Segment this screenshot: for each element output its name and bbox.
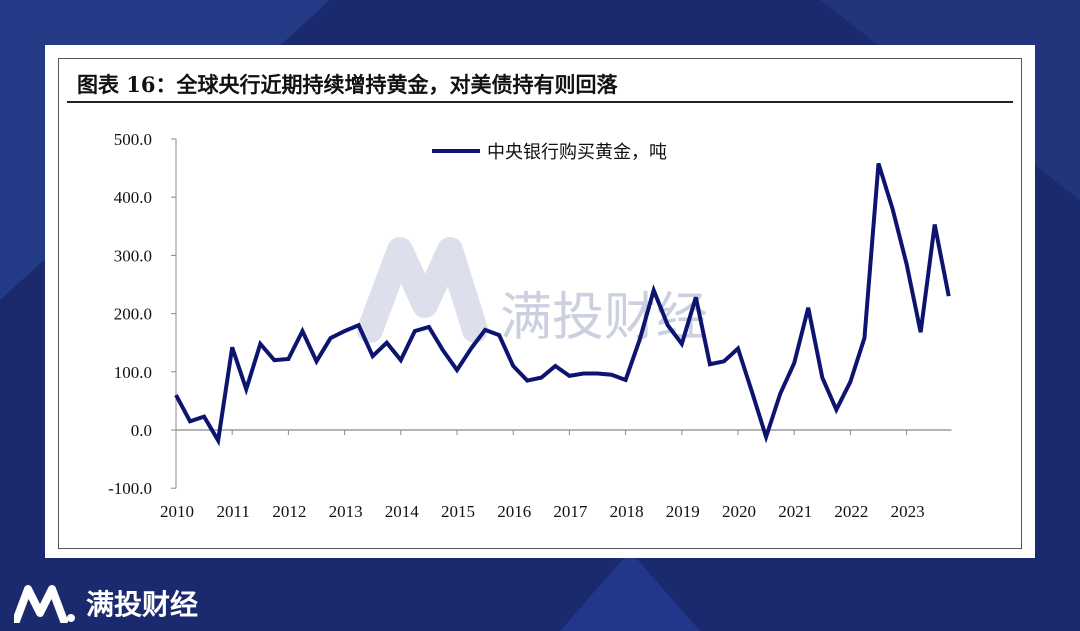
chart-frame: 图表 16：全球央行近期持续增持黄金，对美债持有则回落	[58, 58, 1022, 549]
brand-logo: 满投财经	[14, 583, 198, 623]
y-tick-label: 0.0	[131, 421, 152, 440]
watermark	[357, 237, 488, 343]
title-divider	[67, 101, 1013, 103]
watermark-text: 满投财经	[500, 288, 708, 348]
x-tick-label: 2016	[497, 502, 531, 521]
x-tick-label: 2023	[891, 502, 925, 521]
y-tick-label: 100.0	[114, 363, 152, 382]
y-tick-label: 500.0	[114, 130, 152, 149]
series-line	[174, 162, 951, 447]
x-tick-label: 2022	[834, 502, 868, 521]
x-tick-label: 2010	[160, 502, 194, 521]
x-tick-label: 2017	[553, 502, 588, 521]
y-tick-label: 300.0	[114, 246, 152, 265]
background-decoration	[560, 551, 700, 631]
line-chart: -100.0 0.0 100.0 200.0 300.0 400.0 500.0 2010 20…	[108, 130, 952, 521]
chart-panel: 图表 16：全球央行近期持续增持黄金，对美债持有则回落 -100.0 0.0 100…	[45, 45, 1035, 558]
y-tick-label: 400.0	[114, 188, 152, 207]
x-tick-label: 2011	[217, 502, 250, 521]
x-tick-label: 2013	[329, 502, 363, 521]
x-tick-label: 2018	[610, 502, 644, 521]
x-tick-label: 2014	[385, 502, 420, 521]
x-tick-label: 2012	[272, 502, 306, 521]
y-tick-label: 200.0	[114, 305, 152, 324]
x-tick-label: 2020	[722, 502, 756, 521]
watermark-logo-icon	[357, 237, 488, 343]
brand-logo-icon	[14, 585, 75, 623]
x-tick-label: 2015	[441, 502, 475, 521]
brand-name: 满投财经	[86, 588, 199, 621]
x-tick-label: 2021	[778, 502, 812, 521]
x-tick-label: 2019	[666, 502, 700, 521]
chart-title: 图表 16：全球央行近期持续增持黄金，对美债持有则回落	[77, 72, 618, 97]
legend-label: 中央银行购买黄金，吨	[487, 142, 667, 163]
y-tick-label: -100.0	[108, 479, 152, 498]
